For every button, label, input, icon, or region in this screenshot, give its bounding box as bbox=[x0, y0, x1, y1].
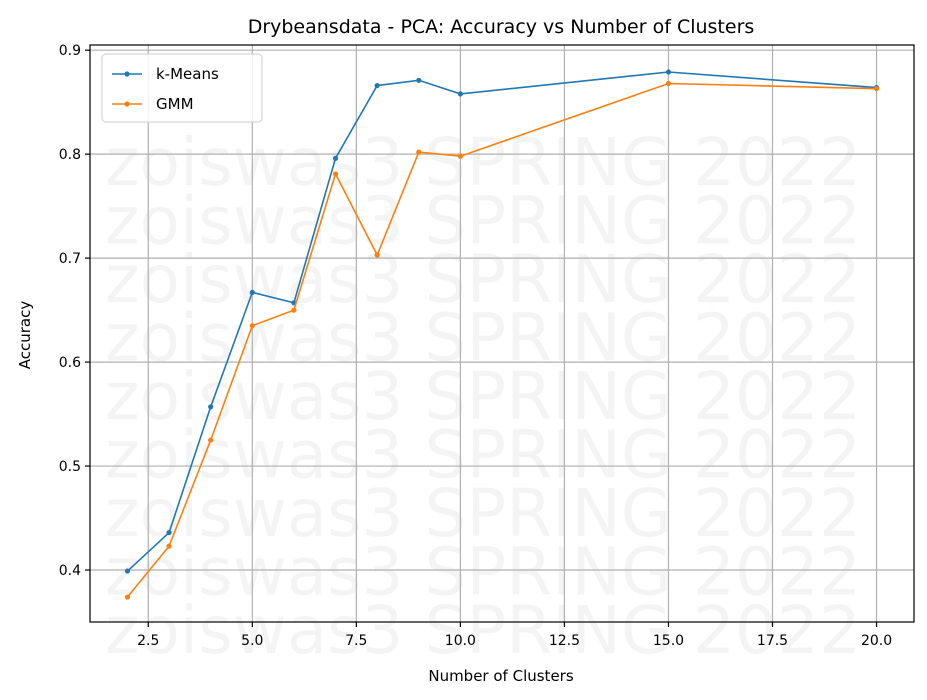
legend-swatch-marker bbox=[124, 71, 130, 77]
watermark-text: zoiswas3 SPRING 2022 bbox=[105, 534, 861, 611]
y-tick-label: 0.6 bbox=[59, 355, 81, 371]
series-layer bbox=[124, 69, 880, 600]
y-axis-label: Accuracy bbox=[16, 301, 34, 370]
data-point bbox=[166, 529, 172, 536]
x-tick-label: 12.5 bbox=[549, 633, 580, 649]
data-point bbox=[457, 91, 463, 97]
data-point bbox=[665, 80, 672, 87]
watermark-text: zoiswas3 SPRING 2022 bbox=[105, 475, 861, 552]
watermark-text: zoiswas3 SPRING 2022 bbox=[105, 124, 861, 201]
data-point bbox=[124, 594, 131, 600]
y-tick-label: 0.7 bbox=[59, 251, 81, 267]
x-tick-label: 20.0 bbox=[861, 633, 892, 649]
data-point bbox=[873, 86, 880, 92]
legend: k-Means GMM bbox=[101, 53, 263, 123]
data-point bbox=[208, 437, 214, 443]
watermark-text: zoiswas3 SPRING 2022 bbox=[105, 417, 861, 494]
y-tick-label: 0.4 bbox=[59, 563, 81, 579]
watermark-text: zoiswas3 SPRING 2022 bbox=[105, 358, 861, 435]
legend-label: GMM bbox=[156, 95, 194, 113]
data-point bbox=[374, 82, 380, 89]
x-tick-label: 15.0 bbox=[653, 633, 684, 649]
legend-label: k-Means bbox=[156, 65, 219, 83]
y-tick-label: 0.5 bbox=[59, 459, 81, 475]
data-point bbox=[208, 404, 214, 410]
data-point bbox=[332, 171, 339, 177]
data-point bbox=[332, 155, 339, 161]
y-tick-label: 0.9 bbox=[59, 43, 81, 59]
data-point bbox=[249, 289, 255, 296]
x-tick-label: 10.0 bbox=[445, 633, 476, 649]
watermark-text: zoiswas3 SPRING 2022 bbox=[105, 300, 861, 377]
axis-ticks: 2.5 5.0 7.5 10.0 12.5 15.0 17.5 20.0 0.4 0.5 0.6 0.… bbox=[59, 43, 892, 649]
data-point bbox=[291, 307, 297, 313]
watermark-text: zoiswas3 SPRING 2022 bbox=[105, 592, 861, 669]
data-point bbox=[416, 149, 422, 155]
legend-swatch-marker bbox=[124, 101, 130, 107]
chart-title: Drybeansdata - PCA: Accuracy vs Number o… bbox=[248, 16, 755, 38]
data-point bbox=[249, 323, 255, 329]
legend-box bbox=[101, 53, 263, 123]
x-axis-label: Number of Clusters bbox=[428, 667, 573, 685]
data-point bbox=[665, 69, 672, 75]
data-point bbox=[416, 77, 422, 83]
data-point bbox=[457, 153, 463, 159]
watermark-text: zoiswas3 SPRING 2022 bbox=[105, 183, 861, 260]
grid-lines bbox=[90, 45, 914, 622]
data-point bbox=[166, 543, 172, 549]
watermark-text: zoiswas3 SPRING 2022 bbox=[105, 241, 861, 318]
x-tick-label: 2.5 bbox=[137, 633, 159, 649]
x-tick-label: 7.5 bbox=[345, 633, 367, 649]
y-tick-label: 0.8 bbox=[59, 147, 81, 163]
data-point bbox=[124, 568, 131, 574]
x-tick-label: 17.5 bbox=[757, 633, 788, 649]
x-tick-label: 5.0 bbox=[241, 633, 263, 649]
plot-frame bbox=[89, 44, 915, 623]
data-point bbox=[374, 252, 380, 258]
